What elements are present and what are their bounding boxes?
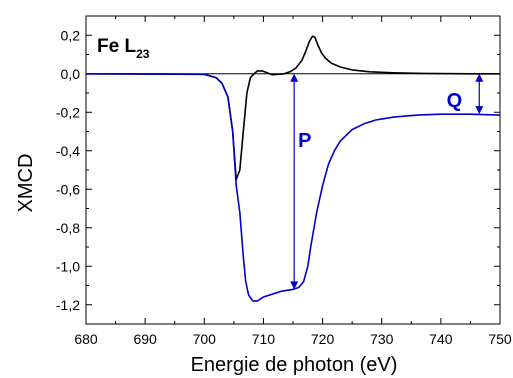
x-tick-label: 740 <box>429 331 453 347</box>
annotation-label-p: P <box>298 130 311 152</box>
series-lines <box>85 35 501 302</box>
chart-title-main: Fe L <box>97 36 136 57</box>
y-tick-label: -0,2 <box>56 104 80 120</box>
annotation-arrowhead-top <box>475 73 484 82</box>
annotation-arrowhead-top <box>290 73 299 82</box>
annotation-label-q: Q <box>447 90 463 112</box>
x-tick-label: 730 <box>370 331 394 347</box>
x-tick-label: 710 <box>252 331 276 347</box>
x-tick-label: 720 <box>311 331 335 347</box>
annotation-arrowhead-bottom <box>290 281 299 290</box>
y-axis-label: XMCD <box>15 154 37 213</box>
x-tick-label: 750 <box>488 331 512 347</box>
y-tick-label: -0,8 <box>56 220 80 236</box>
chart-title-subscript: 23 <box>136 47 150 61</box>
x-tick-label: 680 <box>74 331 98 347</box>
x-tick-label: 690 <box>133 331 157 347</box>
x-axis-label: Energie de photon (eV) <box>191 354 398 376</box>
y-tick-label: -1,0 <box>56 258 80 274</box>
y-tick-label: 0,2 <box>61 27 81 43</box>
axes <box>85 15 501 325</box>
y-tick-label: -0,4 <box>56 143 80 159</box>
y-tick-label: -0,6 <box>56 181 80 197</box>
plot-frame <box>85 15 501 325</box>
ticks: 680 690 700 710 720 730 740 750 0,2 0,0 -0,2 -0,4 -0… <box>56 16 512 347</box>
chart-title: Fe L23 <box>97 36 150 61</box>
y-tick-label: -1,2 <box>56 297 80 313</box>
x-tick-label: 700 <box>193 331 217 347</box>
annotation-arrowhead-bottom <box>475 106 484 115</box>
y-tick-label: 0,0 <box>61 66 81 82</box>
annotations: PQ <box>290 73 484 290</box>
series-line-2 <box>85 73 501 302</box>
